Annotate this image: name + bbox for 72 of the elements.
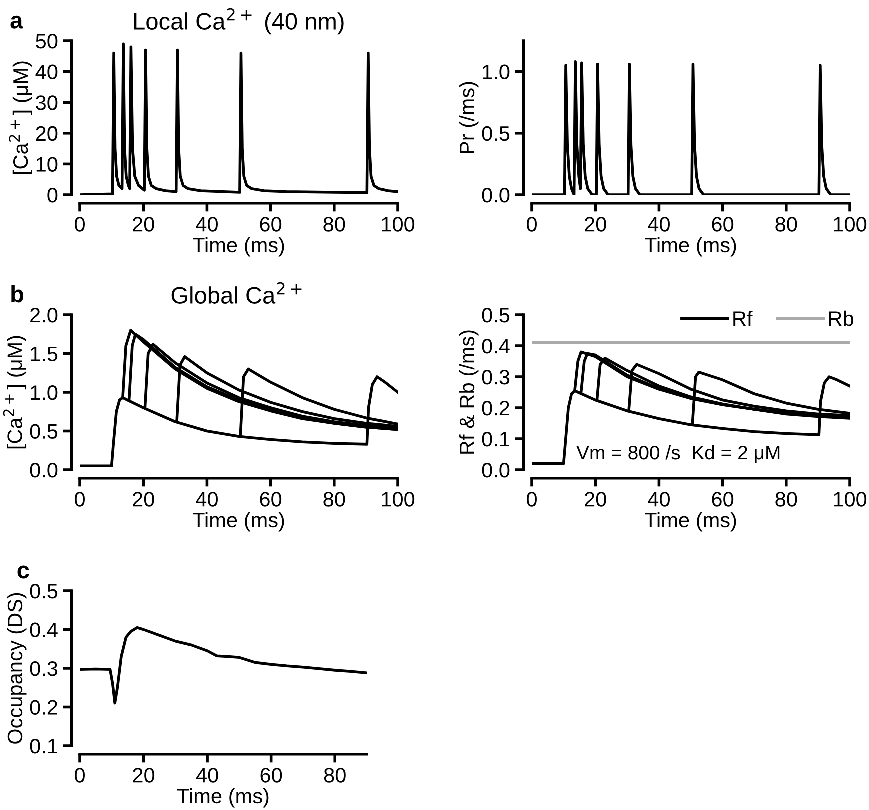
y-tick-label: 0.0 [30, 463, 58, 478]
y-tick-label: 0.2 [30, 700, 58, 716]
x-tick-label: 0 [527, 217, 537, 232]
x-tick-label: 60 [712, 492, 734, 507]
y-tick-label: 0 [48, 188, 58, 203]
y-tick-label: 0.5 [30, 424, 58, 440]
x-tick-label: 80 [776, 217, 798, 232]
x-tick-label: 60 [260, 217, 282, 232]
x-tick-label: 0 [75, 217, 85, 232]
x-tick-label: 60 [260, 492, 282, 507]
x-tick-label: 20 [133, 217, 154, 232]
x-tick-label: 20 [585, 492, 606, 507]
chart-title: Local Ca$^{2+}$ (40 nm) [134, 8, 344, 35]
y-axis-title: Pr (/ms) [459, 82, 479, 154]
y-tick-label: 1.5 [31, 346, 58, 362]
x-tick-label: 0 [75, 492, 85, 507]
x-tick-label: 60 [712, 217, 734, 232]
x-tick-label: 80 [324, 217, 346, 232]
x-tick-label: 0 [527, 492, 537, 507]
x-axis-title: Time (ms) [192, 512, 284, 532]
y-tick-label: 0.5 [30, 584, 58, 599]
x-axis-title: Time (ms) [644, 237, 736, 257]
y-tick-label: 0.3 [482, 370, 510, 385]
x-tick-label: 40 [196, 217, 218, 232]
y-tick-label: 0.0 [482, 188, 510, 203]
y-tick-label: 30 [36, 96, 58, 110]
y-tick-label: 0.0 [482, 463, 510, 478]
y-axis-title: Occupancy (DS) [7, 593, 27, 744]
x-tick-label: 0 [75, 768, 85, 783]
y-tick-label: 10 [36, 157, 58, 172]
y-tick-label: 40 [36, 64, 58, 80]
y-tick-label: 2.0 [30, 308, 58, 323]
y-tick-label: 0.4 [30, 622, 58, 638]
legend-label: Rf [734, 310, 753, 326]
y-tick-label: 0.5 [482, 308, 510, 323]
x-tick-label: 20 [133, 492, 154, 507]
y-tick-label: 0.1 [482, 432, 510, 447]
y-tick-label: 0.3 [30, 662, 58, 676]
x-axis-title: Time (ms) [177, 788, 269, 808]
x-tick-label: 20 [133, 768, 155, 783]
chart-title: Global Ca$^{2+}$ [172, 282, 302, 304]
x-axis-title: Time (ms) [644, 512, 736, 532]
y-tick-label: 0.2 [482, 401, 510, 416]
x-tick-label: 100 [834, 492, 867, 507]
x-tick-label: 80 [776, 492, 798, 507]
legend-label: Rb [829, 310, 854, 326]
x-tick-label: 80 [324, 768, 346, 783]
x-axis-title: Time (ms) [192, 237, 284, 257]
x-tick-label: 40 [196, 768, 218, 783]
y-tick-label: 50 [36, 34, 58, 49]
x-tick-label: 100 [834, 217, 867, 232]
y-axis-title: [Ca$^{2+}$] (μM) [9, 62, 32, 174]
x-tick-label: 40 [648, 492, 670, 507]
y-axis-title: [Ca$^{2+}$] (μM) [3, 336, 27, 449]
y-tick-label: 0.1 [30, 739, 58, 754]
x-tick-label: 100 [382, 492, 415, 507]
x-tick-label: 40 [196, 492, 218, 507]
y-tick-label: 1.0 [31, 386, 58, 400]
x-tick-label: 40 [648, 217, 670, 232]
x-tick-label: 20 [585, 217, 606, 232]
y-tick-label: 0.4 [482, 339, 510, 354]
annotation: Vm = 800 /s Kd = 2 μM [576, 445, 780, 464]
x-tick-label: 60 [260, 768, 282, 783]
y-tick-label: 20 [36, 126, 58, 142]
y-tick-label: 1.0 [483, 64, 510, 80]
text: c [18, 566, 30, 579]
x-tick-label: 80 [324, 492, 346, 507]
text: b [12, 285, 24, 303]
y-axis-title: Rf & Rb (/ms) [459, 330, 479, 454]
y-tick-label: 0.5 [482, 126, 510, 142]
x-tick-label: 100 [382, 217, 415, 232]
text: a [10, 16, 24, 29]
